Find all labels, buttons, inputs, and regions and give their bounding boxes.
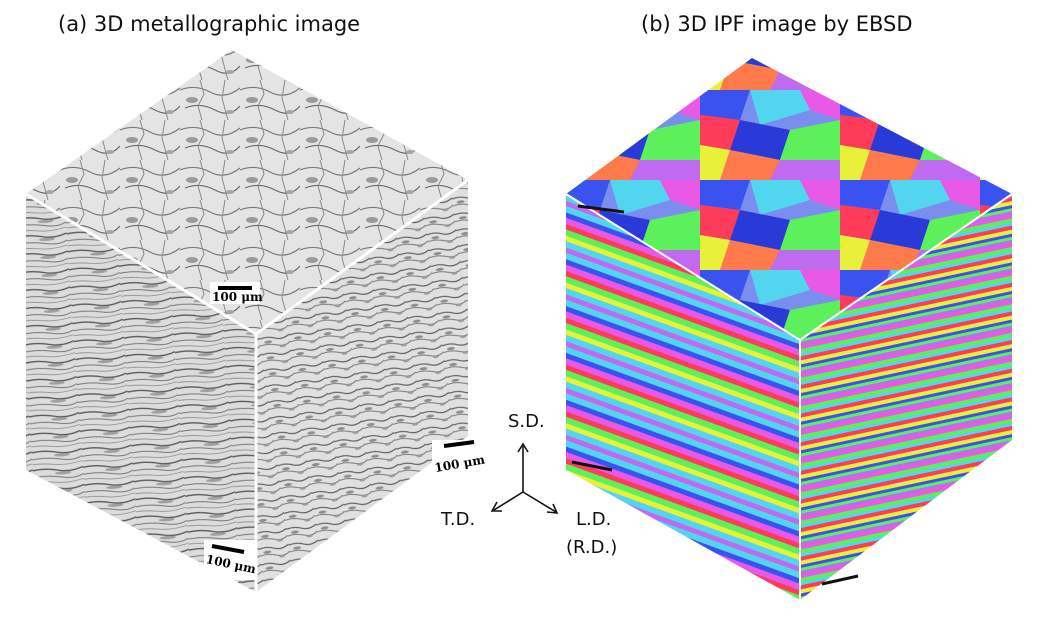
scale-bar-b-left [571, 460, 613, 472]
scale-bar-a-top: 100 μm [210, 282, 263, 304]
svg-text:100 μm: 100 μm [212, 290, 263, 304]
cube-a-right-face [256, 180, 468, 592]
scale-bar-a-right: 100 μm [432, 440, 486, 475]
axis-label-td: T.D. [441, 509, 476, 530]
axis-label-sd: S.D. [508, 411, 545, 432]
cube-a-top-face [26, 50, 468, 334]
scale-bar-b-top [577, 204, 625, 214]
scale-bar-a-left: 100 μm [204, 540, 257, 580]
panel-b-title: (b) 3D IPF image by EBSD [641, 12, 913, 36]
cube-b-left-face [566, 194, 800, 600]
axis-label-rd: (R.D.) [566, 537, 618, 558]
scale-bar-b-right [821, 574, 859, 586]
cube-b-right-face [800, 194, 1012, 600]
panel-a-title: (a) 3D metallographic image [58, 12, 361, 36]
axis-triad [490, 442, 559, 514]
cube-a-left-face [26, 194, 256, 592]
axis-label-ld: L.D. [576, 509, 612, 530]
cube-b-top-face [566, 58, 1012, 340]
